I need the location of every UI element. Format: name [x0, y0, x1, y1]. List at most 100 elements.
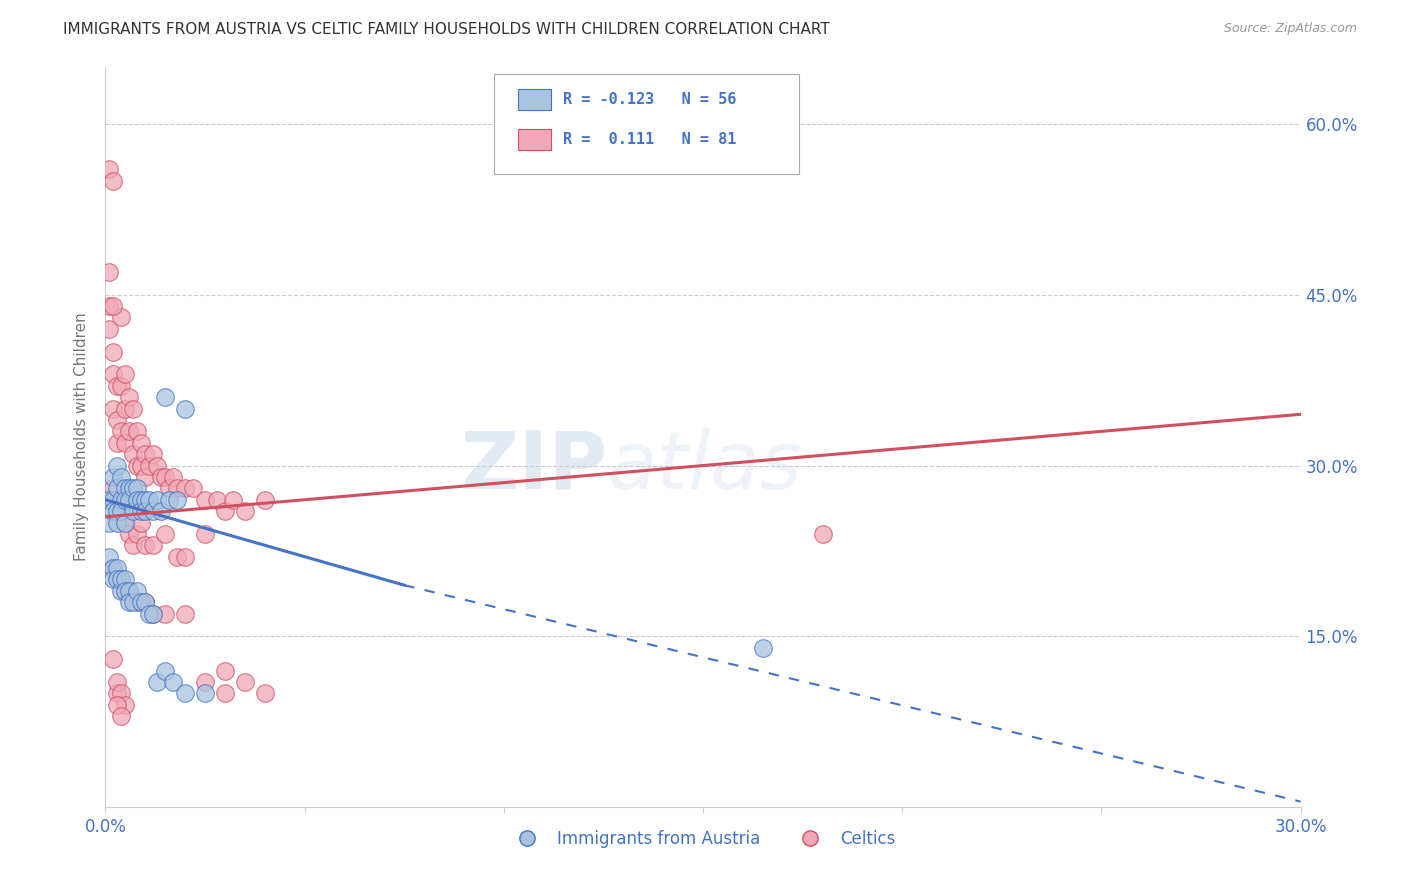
Point [134, 504, 156, 518]
Point [127, 527, 149, 541]
Point [138, 607, 160, 621]
Point [129, 595, 153, 609]
Point [103, 492, 125, 507]
Point [174, 401, 197, 416]
Point [153, 607, 177, 621]
Point [214, 664, 236, 678]
Text: Source: ZipAtlas.com: Source: ZipAtlas.com [1223, 22, 1357, 36]
Point [134, 447, 156, 461]
Point [103, 174, 125, 188]
Point [110, 504, 132, 518]
Point [174, 686, 197, 700]
Point [134, 595, 156, 609]
Point [134, 595, 156, 609]
Point [107, 698, 129, 712]
Point [127, 595, 149, 609]
Point [103, 481, 125, 495]
Point [107, 504, 129, 518]
Point [122, 401, 145, 416]
Point [153, 470, 177, 484]
Point [134, 538, 156, 552]
Point [103, 561, 125, 575]
Point [118, 425, 141, 439]
Point [174, 607, 197, 621]
Point [98, 162, 121, 177]
Point [153, 527, 177, 541]
Point [103, 573, 125, 587]
Point [114, 583, 136, 598]
Point [103, 470, 125, 484]
Point [194, 675, 217, 690]
Point [103, 344, 125, 359]
Point [114, 435, 136, 450]
Point [107, 435, 129, 450]
Point [118, 481, 141, 495]
Point [253, 492, 276, 507]
Point [114, 368, 136, 382]
Point [122, 538, 145, 552]
Point [103, 652, 125, 666]
Point [110, 686, 132, 700]
Point [103, 504, 125, 518]
Point [118, 583, 141, 598]
Point [110, 470, 132, 484]
Point [110, 504, 132, 518]
Point [98, 549, 121, 564]
Point [122, 447, 145, 461]
Point [127, 458, 149, 473]
Point [107, 686, 129, 700]
Point [138, 492, 160, 507]
Point [222, 492, 245, 507]
Point [110, 425, 132, 439]
Point [110, 709, 132, 723]
Point [751, 640, 773, 655]
Point [114, 492, 136, 507]
Point [103, 401, 125, 416]
Point [157, 492, 180, 507]
Point [110, 379, 132, 393]
Point [142, 607, 165, 621]
Point [166, 481, 188, 495]
Point [118, 492, 141, 507]
Point [110, 573, 132, 587]
Point [142, 447, 165, 461]
Point [162, 675, 184, 690]
Point [107, 573, 129, 587]
Point [98, 516, 121, 530]
Point [118, 527, 141, 541]
Point [146, 458, 169, 473]
Point [107, 492, 129, 507]
Point [194, 527, 217, 541]
Point [110, 310, 132, 325]
Point [103, 368, 125, 382]
Point [127, 583, 149, 598]
Point [153, 390, 177, 404]
Point [107, 379, 129, 393]
Y-axis label: Family Households with Children: Family Households with Children [75, 313, 90, 561]
Point [129, 492, 153, 507]
Point [142, 504, 165, 518]
Point [157, 481, 180, 495]
Point [153, 664, 177, 678]
Point [107, 458, 129, 473]
Point [129, 435, 153, 450]
Text: R = -0.123   N = 56: R = -0.123 N = 56 [564, 92, 737, 107]
Point [118, 390, 141, 404]
Point [166, 492, 188, 507]
Point [142, 607, 165, 621]
Point [114, 516, 136, 530]
FancyBboxPatch shape [517, 89, 551, 110]
Point [122, 481, 145, 495]
Point [107, 516, 129, 530]
Point [138, 458, 160, 473]
Text: IMMIGRANTS FROM AUSTRIA VS CELTIC FAMILY HOUSEHOLDS WITH CHILDREN CORRELATION CH: IMMIGRANTS FROM AUSTRIA VS CELTIC FAMILY… [63, 22, 830, 37]
Point [811, 527, 834, 541]
Point [205, 492, 228, 507]
FancyBboxPatch shape [517, 129, 551, 150]
Point [214, 686, 236, 700]
Point [150, 504, 173, 518]
Point [110, 492, 132, 507]
Point [122, 504, 145, 518]
Point [142, 538, 165, 552]
Point [134, 492, 156, 507]
